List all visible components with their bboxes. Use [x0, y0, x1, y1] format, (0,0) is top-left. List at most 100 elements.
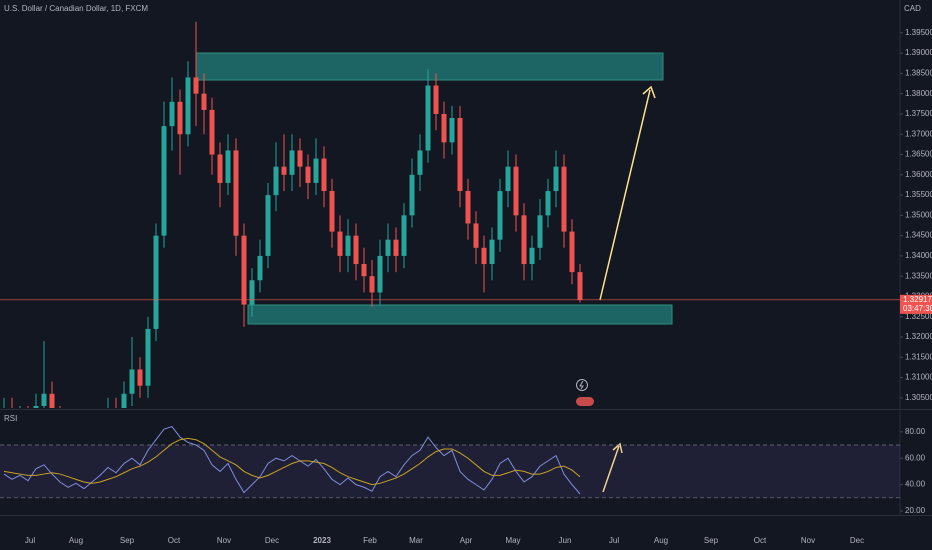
- candle-body: [417, 150, 423, 175]
- event-icon-bolt: [579, 380, 584, 390]
- y-tick-label: 1.34000: [905, 251, 932, 260]
- y-tick-label: 20.00: [905, 506, 926, 515]
- candle-body: [121, 393, 127, 408]
- candle-body: [329, 191, 335, 232]
- candle-body: [537, 215, 543, 248]
- candle-body: [161, 126, 167, 236]
- x-tick-label: Nov: [217, 536, 231, 545]
- y-tick-label: 1.32500: [905, 312, 932, 321]
- currency-label: CAD: [904, 4, 921, 13]
- candle-body: [441, 113, 447, 143]
- dividend-icon[interactable]: [576, 397, 594, 406]
- x-tick-label: Sep: [120, 536, 135, 545]
- rsi-pane: [0, 425, 900, 499]
- candle-body: [561, 166, 567, 232]
- candle-body: [481, 247, 487, 265]
- candle-body: [401, 215, 407, 256]
- candle-body: [505, 166, 511, 192]
- candle-body: [489, 239, 495, 265]
- y-tick-label: 60.00: [905, 453, 926, 462]
- candle-body: [385, 239, 391, 256]
- x-tick-label: Dec: [850, 536, 864, 545]
- y-tick-label: 1.38000: [905, 89, 932, 98]
- candle-body: [33, 405, 39, 408]
- x-tick-label: Aug: [69, 536, 83, 545]
- candle-body: [249, 280, 255, 305]
- resistance-zone: [195, 52, 664, 81]
- candle-body: [273, 166, 279, 196]
- candle-body: [241, 235, 247, 305]
- candle-body: [305, 166, 311, 183]
- candle-body: [473, 223, 479, 248]
- y-tick-label: 1.36000: [905, 170, 932, 179]
- y-tick-label: 1.34500: [905, 231, 932, 240]
- candle-body: [345, 235, 351, 256]
- indicator-title: RSI: [4, 414, 17, 423]
- candle-body: [297, 150, 303, 167]
- candle-body: [545, 191, 551, 216]
- candle-body: [393, 239, 399, 256]
- candle-body: [569, 231, 575, 273]
- candle-body: [497, 191, 503, 240]
- y-tick-label: 40.00: [905, 480, 926, 489]
- candle-body: [313, 158, 319, 183]
- x-tick-label: Jul: [25, 536, 35, 545]
- candle-body: [337, 231, 343, 256]
- y-tick-label: 1.35000: [905, 210, 932, 219]
- candle-body: [129, 369, 135, 394]
- x-tick-label: Dec: [265, 536, 279, 545]
- candle-body: [353, 235, 359, 265]
- price-pane: [0, 21, 900, 408]
- x-tick-label: Apr: [460, 536, 473, 545]
- rsi-line: [3, 437, 581, 486]
- candle-body: [217, 154, 223, 183]
- candle-body: [513, 166, 519, 216]
- x-tick-label: 2023: [313, 536, 331, 545]
- y-tick-label: 1.39500: [905, 28, 932, 37]
- x-tick-label: Oct: [754, 536, 767, 545]
- y-tick-label: 1.33500: [905, 271, 932, 280]
- candle-body: [361, 264, 367, 277]
- x-tick-label: Nov: [801, 536, 815, 545]
- candle-body: [369, 276, 375, 293]
- candle-body: [193, 77, 199, 94]
- candle-body: [201, 93, 207, 110]
- candle-body: [209, 109, 215, 155]
- x-tick-label: May: [505, 536, 520, 545]
- candle-body: [177, 101, 183, 135]
- last-price-label: 1.32917: [903, 295, 932, 304]
- rsi-line: [3, 425, 581, 495]
- candle-body: [529, 247, 535, 265]
- candle-body: [289, 150, 295, 175]
- y-tick-label: 1.38500: [905, 69, 932, 78]
- y-tick-label: 1.31000: [905, 373, 932, 382]
- y-tick-label: 80.00: [905, 427, 926, 436]
- y-tick-label: 1.39000: [905, 48, 932, 57]
- y-tick-label: 1.35500: [905, 190, 932, 199]
- x-tick-label: Feb: [363, 536, 377, 545]
- countdown-label: 03:47:30: [903, 304, 932, 313]
- arrow-head: [612, 442, 623, 454]
- candle-body: [281, 166, 287, 175]
- x-tick-label: Jul: [609, 536, 619, 545]
- candle-body: [145, 328, 151, 386]
- candle-body: [425, 85, 431, 151]
- chart-title: U.S. Dollar / Canadian Dollar, 1D, FXCM: [4, 4, 148, 13]
- x-tick-label: Jun: [559, 536, 572, 545]
- candle-body: [137, 369, 143, 386]
- candle-body: [321, 158, 327, 192]
- event-icon[interactable]: [576, 379, 588, 391]
- y-tick-label: 1.36500: [905, 150, 932, 159]
- candle-body: [449, 118, 455, 143]
- candle-body: [465, 191, 471, 224]
- candle-body: [433, 85, 439, 114]
- y-tick-label: 1.30500: [905, 393, 932, 402]
- candle-body: [233, 150, 239, 236]
- candle-body: [521, 215, 527, 265]
- candle-body: [41, 393, 47, 406]
- candle-body: [409, 174, 415, 216]
- candle-body: [577, 272, 583, 300]
- candle-body: [377, 255, 383, 293]
- candle-body: [169, 101, 175, 127]
